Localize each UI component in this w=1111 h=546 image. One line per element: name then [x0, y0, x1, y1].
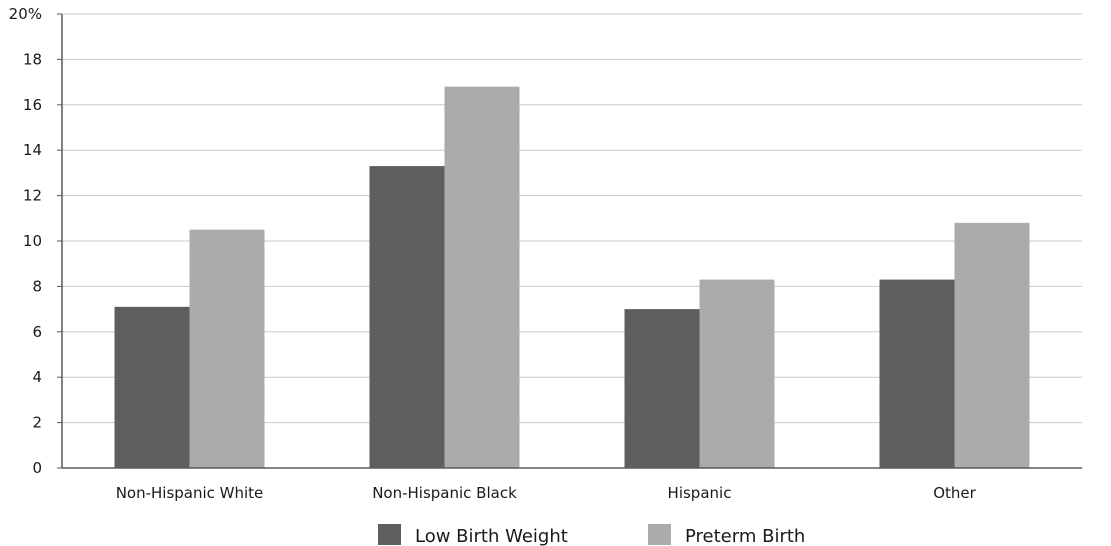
y-tick-label: 2 — [32, 414, 42, 432]
legend-swatch — [378, 524, 401, 545]
category-labels: Non-Hispanic White Non-Hispanic Black Hisp… — [116, 484, 977, 502]
legend: Low Birth Weight Preterm Birth — [378, 524, 805, 546]
bars — [114, 86, 1030, 468]
category-label: Other — [933, 484, 976, 502]
y-tick-label: 10 — [23, 232, 42, 250]
legend-label: Preterm Birth — [685, 526, 805, 546]
y-tick-label: 18 — [23, 50, 42, 68]
y-tick-label: 6 — [32, 323, 42, 341]
y-tick-label: 20% — [9, 5, 42, 23]
bar-preterm-birth-non-hispanic-white — [189, 229, 265, 468]
bar-low-birth-weight-non-hispanic-black — [369, 166, 445, 468]
y-tick-label: 14 — [23, 141, 42, 159]
bar-low-birth-weight-other — [879, 279, 955, 468]
y-tick-labels: 0 2 4 6 8 10 12 14 16 18 20% — [9, 5, 42, 477]
bar-low-birth-weight-non-hispanic-white — [114, 306, 190, 468]
bar-preterm-birth-hispanic — [699, 279, 775, 468]
y-tick-label: 16 — [23, 96, 42, 114]
bar-low-birth-weight-hispanic — [624, 309, 700, 468]
category-label: Non-Hispanic Black — [372, 484, 517, 502]
y-tick-label: 12 — [23, 187, 42, 205]
axes — [57, 13, 1082, 469]
bar-preterm-birth-non-hispanic-black — [444, 86, 520, 468]
y-tick-label: 0 — [32, 459, 42, 477]
category-label: Hispanic — [668, 484, 732, 502]
y-tick-label: 4 — [32, 368, 42, 386]
legend-label: Low Birth Weight — [415, 526, 568, 546]
legend-swatch — [648, 524, 671, 545]
bar-preterm-birth-other — [954, 222, 1030, 468]
category-label: Non-Hispanic White — [116, 484, 264, 502]
y-tick-label: 8 — [32, 277, 42, 295]
